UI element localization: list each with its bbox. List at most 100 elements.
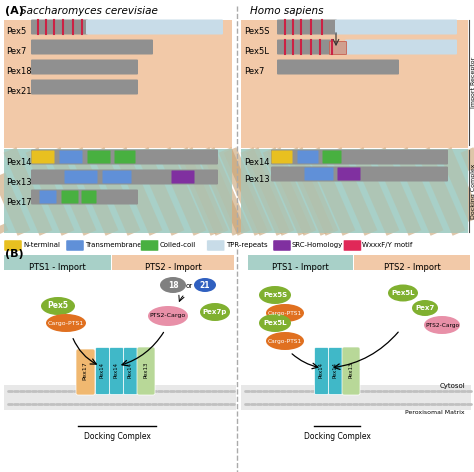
Ellipse shape [266,304,304,322]
Text: Pex5L: Pex5L [244,47,269,56]
FancyBboxPatch shape [277,19,337,34]
Text: 21: 21 [200,280,210,289]
Text: Pex14: Pex14 [113,362,118,378]
Text: TPR-repeats: TPR-repeats [226,242,267,248]
FancyBboxPatch shape [102,170,131,184]
FancyBboxPatch shape [272,151,292,163]
FancyBboxPatch shape [31,151,55,163]
Text: Pex18: Pex18 [6,67,32,76]
Text: Import Receptor: Import Receptor [471,56,474,108]
FancyBboxPatch shape [337,168,361,180]
FancyBboxPatch shape [109,347,124,395]
Text: Cargo-PTS1: Cargo-PTS1 [48,320,84,326]
Text: Homo sapiens: Homo sapiens [250,6,323,16]
Text: Pex13: Pex13 [244,175,270,184]
Text: Pex14: Pex14 [332,362,337,378]
Ellipse shape [388,285,418,302]
Text: PTS2-Cargo: PTS2-Cargo [425,322,459,328]
FancyBboxPatch shape [335,19,457,34]
Text: Pex5S: Pex5S [244,27,270,36]
FancyBboxPatch shape [271,167,448,182]
Text: Pex7p: Pex7p [203,309,227,315]
FancyBboxPatch shape [4,240,22,251]
Text: PTS1 - Import: PTS1 - Import [272,263,328,272]
FancyBboxPatch shape [62,191,79,203]
Bar [241,20,468,148]
Text: Saccharomyces cerevisiae: Saccharomyces cerevisiae [20,6,158,16]
FancyBboxPatch shape [31,19,88,34]
Text: Pex14: Pex14 [244,158,270,167]
Text: Pex5: Pex5 [47,302,69,311]
FancyBboxPatch shape [172,170,194,184]
Text: Pex13: Pex13 [6,178,32,187]
Ellipse shape [412,300,438,316]
FancyBboxPatch shape [277,59,399,75]
FancyBboxPatch shape [271,150,448,165]
Bar [4,255,111,270]
Text: PTS2 - Import: PTS2 - Import [383,263,440,272]
Ellipse shape [194,278,216,292]
Bar [4,385,236,410]
Bar [241,149,468,233]
Bar [241,149,468,233]
FancyBboxPatch shape [273,240,291,251]
FancyBboxPatch shape [124,347,137,395]
Text: WxxxF/Y motif: WxxxF/Y motif [363,242,413,248]
Text: Cargo-PTS1: Cargo-PTS1 [268,338,302,344]
Ellipse shape [424,316,460,334]
FancyBboxPatch shape [304,168,334,180]
FancyBboxPatch shape [31,59,138,75]
Text: PTS2-Cargo: PTS2-Cargo [150,313,186,319]
Text: Pex5L: Pex5L [263,320,287,326]
Bar [241,385,471,410]
FancyBboxPatch shape [64,170,98,184]
Ellipse shape [41,297,75,315]
Bar [112,255,234,270]
FancyBboxPatch shape [31,150,218,165]
FancyBboxPatch shape [322,151,341,163]
Text: Pex5L: Pex5L [391,290,415,296]
Ellipse shape [266,332,304,350]
FancyBboxPatch shape [342,347,360,395]
FancyBboxPatch shape [328,347,343,395]
Text: N-terminal: N-terminal [23,242,60,248]
Text: 18: 18 [168,280,178,289]
FancyBboxPatch shape [345,40,457,54]
FancyBboxPatch shape [329,42,346,54]
Text: Pex7: Pex7 [244,67,264,76]
FancyBboxPatch shape [76,349,95,395]
Text: Coiled-coil: Coiled-coil [160,242,196,248]
Text: or: or [185,283,192,289]
Text: Pex14: Pex14 [128,362,133,378]
Ellipse shape [148,306,188,326]
FancyBboxPatch shape [82,191,97,203]
Text: (B): (B) [5,249,24,259]
FancyBboxPatch shape [207,240,225,251]
Text: Pex21: Pex21 [6,87,31,96]
Text: Cargo-PTS1: Cargo-PTS1 [268,311,302,315]
Text: Pex17: Pex17 [6,198,32,207]
Text: Pex13: Pex13 [348,362,354,378]
Text: Pex7: Pex7 [415,305,435,311]
Text: Pex14: Pex14 [100,362,104,378]
Ellipse shape [259,286,291,304]
FancyBboxPatch shape [115,151,136,163]
FancyBboxPatch shape [39,191,56,203]
Text: (A): (A) [5,6,24,16]
FancyBboxPatch shape [315,347,328,395]
FancyBboxPatch shape [86,19,223,34]
Ellipse shape [160,277,186,293]
Text: Pex17: Pex17 [82,362,88,380]
FancyBboxPatch shape [31,40,153,54]
Ellipse shape [259,314,291,332]
FancyBboxPatch shape [298,151,319,163]
FancyBboxPatch shape [31,189,138,204]
Text: Peroxisomal Matrix: Peroxisomal Matrix [405,410,465,414]
Ellipse shape [200,303,230,321]
FancyBboxPatch shape [66,240,84,251]
Text: Pex7: Pex7 [6,47,27,56]
Text: Pex14: Pex14 [6,158,31,167]
FancyBboxPatch shape [31,169,218,185]
Text: SRC-Homology: SRC-Homology [292,242,343,248]
Text: Pex5S: Pex5S [263,292,287,298]
